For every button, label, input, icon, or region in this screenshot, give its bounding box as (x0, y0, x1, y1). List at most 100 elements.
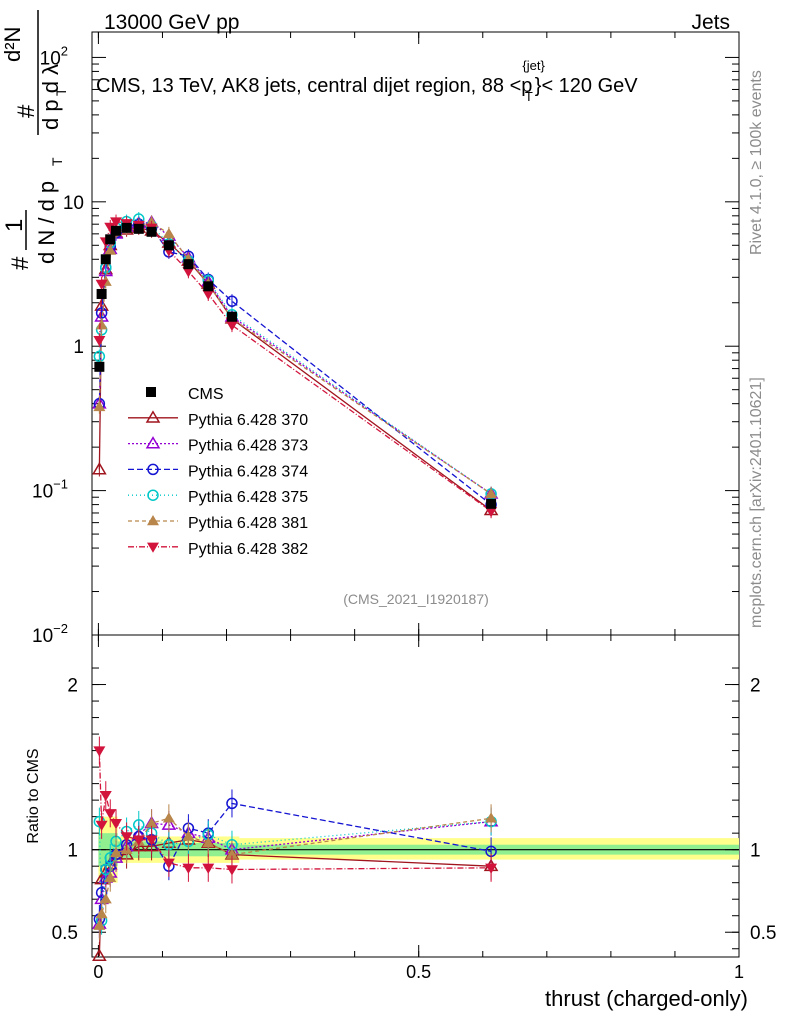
cms-data-point (100, 254, 111, 265)
series-point (104, 222, 117, 233)
cms-data-point (163, 240, 174, 251)
series-1-main (92, 214, 499, 501)
ratio-point (110, 819, 123, 830)
x-axis-title: thrust (charged-only) (545, 986, 748, 1011)
series-point (485, 487, 498, 499)
cms-data-point (486, 498, 497, 509)
x-tick-label: 0 (93, 962, 103, 982)
ratio-point (93, 919, 106, 930)
cms-data-point (203, 281, 214, 292)
cms-data-point (111, 225, 122, 236)
ratio-y-axis-title: Ratio to CMS (25, 748, 42, 843)
y-tick-exponent: 2 (61, 43, 68, 58)
cms-data (94, 222, 497, 509)
ratio-point (225, 865, 238, 876)
svg-text:d²N: d²N (0, 27, 25, 62)
ratio-point (202, 837, 215, 848)
mcplots-label: mcplots.cern.ch [arXiv:2401.10621] (748, 377, 765, 628)
ratio-point (485, 863, 498, 874)
svg-text:d p d λ: d p d λ (38, 64, 63, 130)
series-3-main (93, 212, 497, 501)
ratio-point (145, 835, 158, 846)
series-point (225, 320, 238, 332)
cms-data-point (94, 361, 105, 372)
legend-label: Pythia 6.428 375 (188, 489, 308, 506)
ratio-point (93, 746, 106, 757)
ratio-point (202, 863, 215, 874)
y-tick-exponent: −2 (53, 621, 68, 636)
series-point (93, 400, 106, 412)
ratio-point (104, 809, 117, 820)
legend-marker (147, 463, 159, 476)
ratio-point (120, 832, 133, 843)
ratio-point (182, 830, 195, 841)
ratio-point (485, 812, 498, 823)
series-point (104, 244, 117, 255)
legend-label: Pythia 6.428 370 (188, 412, 308, 429)
legend-marker (147, 489, 159, 501)
ratio-point (104, 871, 117, 882)
series-point (182, 267, 195, 278)
ratio-tick-label-right: 1 (750, 841, 761, 862)
cms-data-point (96, 288, 107, 299)
legend-marker (145, 410, 161, 423)
x-tick-label: 1 (734, 962, 744, 982)
legend: CMS Pythia 6.428 370 Pythia 6.428 373 Pythi… (128, 386, 308, 558)
ratio-point (92, 948, 107, 961)
svg-text:#: # (7, 256, 34, 270)
ratio-point (145, 817, 158, 828)
cms-data-point (133, 223, 144, 234)
ratio-point (110, 846, 123, 858)
ratio-tick-label: 2 (67, 676, 78, 697)
series-4-ratio (93, 804, 498, 940)
cms-data-point (105, 234, 116, 245)
legend-marker (147, 542, 159, 553)
series-point (162, 227, 175, 239)
legend-entry-4: Pythia 6.428 381 (128, 515, 308, 532)
legend-entry-3: Pythia 6.428 375 (128, 489, 308, 506)
svg-text:1: 1 (1, 219, 28, 232)
ratio-line (98, 817, 492, 926)
series-point (93, 336, 106, 347)
ratio-point (132, 835, 145, 846)
legend-entry-2: Pythia 6.428 374 (128, 463, 308, 480)
series-point (95, 279, 108, 290)
y-tick-label: 10 (63, 193, 84, 214)
legend-entry-0: Pythia 6.428 370 (128, 410, 308, 429)
series-point (92, 462, 107, 475)
ratio-point (95, 908, 108, 919)
series-point (110, 217, 123, 228)
energy-label: 13000 GeV pp (104, 11, 239, 34)
ratio-point (225, 848, 238, 859)
x-tick-label: 0.5 (406, 962, 431, 982)
y-tick-label: 10−1 (32, 477, 68, 503)
svg-text:d N / d p: d N / d p (34, 181, 59, 264)
series-point (95, 307, 108, 319)
legend-entry-1: Pythia 6.428 373 (128, 436, 308, 455)
main-y-axis-title: # 1 d N / d p T d²N # d p d λ T (0, 10, 69, 270)
ratio-tick-label-right: 2 (750, 676, 761, 697)
legend-label: Pythia 6.428 374 (188, 463, 308, 480)
ratio-point (99, 790, 112, 802)
legend-label: Pythia 6.428 373 (188, 438, 308, 455)
ratio-point (226, 797, 238, 810)
ratio-point (162, 812, 175, 823)
cms-data-point (183, 259, 194, 270)
series-4-main (93, 215, 498, 501)
y-tick-label: 1 (73, 337, 84, 358)
ratio-tick-label: 1 (67, 841, 78, 862)
cms-data-point (226, 311, 237, 322)
ratio-point (99, 893, 112, 904)
analysis-watermark: (CMS_2021_I1920187) (343, 591, 489, 607)
ratio-plot-frame (91, 634, 740, 958)
legend-entry-5: Pythia 6.428 382 (128, 541, 308, 558)
ratio-point (95, 820, 108, 831)
legend-marker (146, 387, 156, 397)
rivet-version-label: Rivet 4.1.0, ≥ 100k events (748, 70, 765, 255)
cms-data-point (146, 226, 157, 237)
svg-text:T: T (53, 87, 69, 96)
uncertainty-bands (92, 816, 739, 883)
ratio-tick-label: 0.5 (52, 923, 78, 944)
